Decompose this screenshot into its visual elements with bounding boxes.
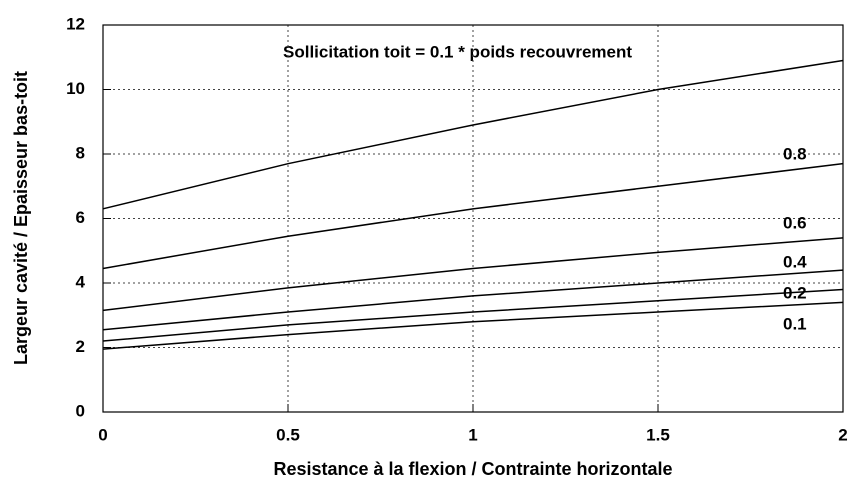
x-axis-label: Resistance à la flexion / Contrainte hor… (273, 459, 672, 479)
line (102, 301, 844, 350)
plot-frame (102, 24, 844, 413)
series-label: 0.4 (783, 252, 807, 271)
line (102, 269, 844, 331)
y-axis-label: Largeur cavité / Epaisseur bas-toit (11, 71, 31, 365)
y-tick-label: 2 (76, 337, 85, 356)
line (102, 237, 844, 312)
line (102, 59, 844, 210)
x-tick-label: 1 (468, 425, 477, 444)
line (102, 288, 844, 342)
y-tick-label: 8 (76, 143, 85, 162)
y-tick-label: 6 (76, 208, 85, 227)
series-label: 0.6 (783, 213, 807, 232)
x-tick-label: 1.5 (646, 425, 670, 444)
y-tick-label: 10 (66, 79, 85, 98)
x-tick-label: 0.5 (276, 425, 300, 444)
series-label: 0.8 (783, 144, 807, 163)
annotation: Sollicitation toit = 0.1 * poids recouvr… (283, 42, 632, 61)
series-label: 0.1 (783, 314, 807, 333)
y-tick-label: 12 (66, 14, 85, 33)
y-tick-label: 4 (76, 272, 86, 291)
x-tick-label: 0 (98, 425, 107, 444)
series-label: 0.2 (783, 283, 807, 302)
x-tick-label: 2 (838, 425, 847, 444)
y-tick-label: 0 (76, 401, 85, 420)
line (102, 162, 844, 270)
